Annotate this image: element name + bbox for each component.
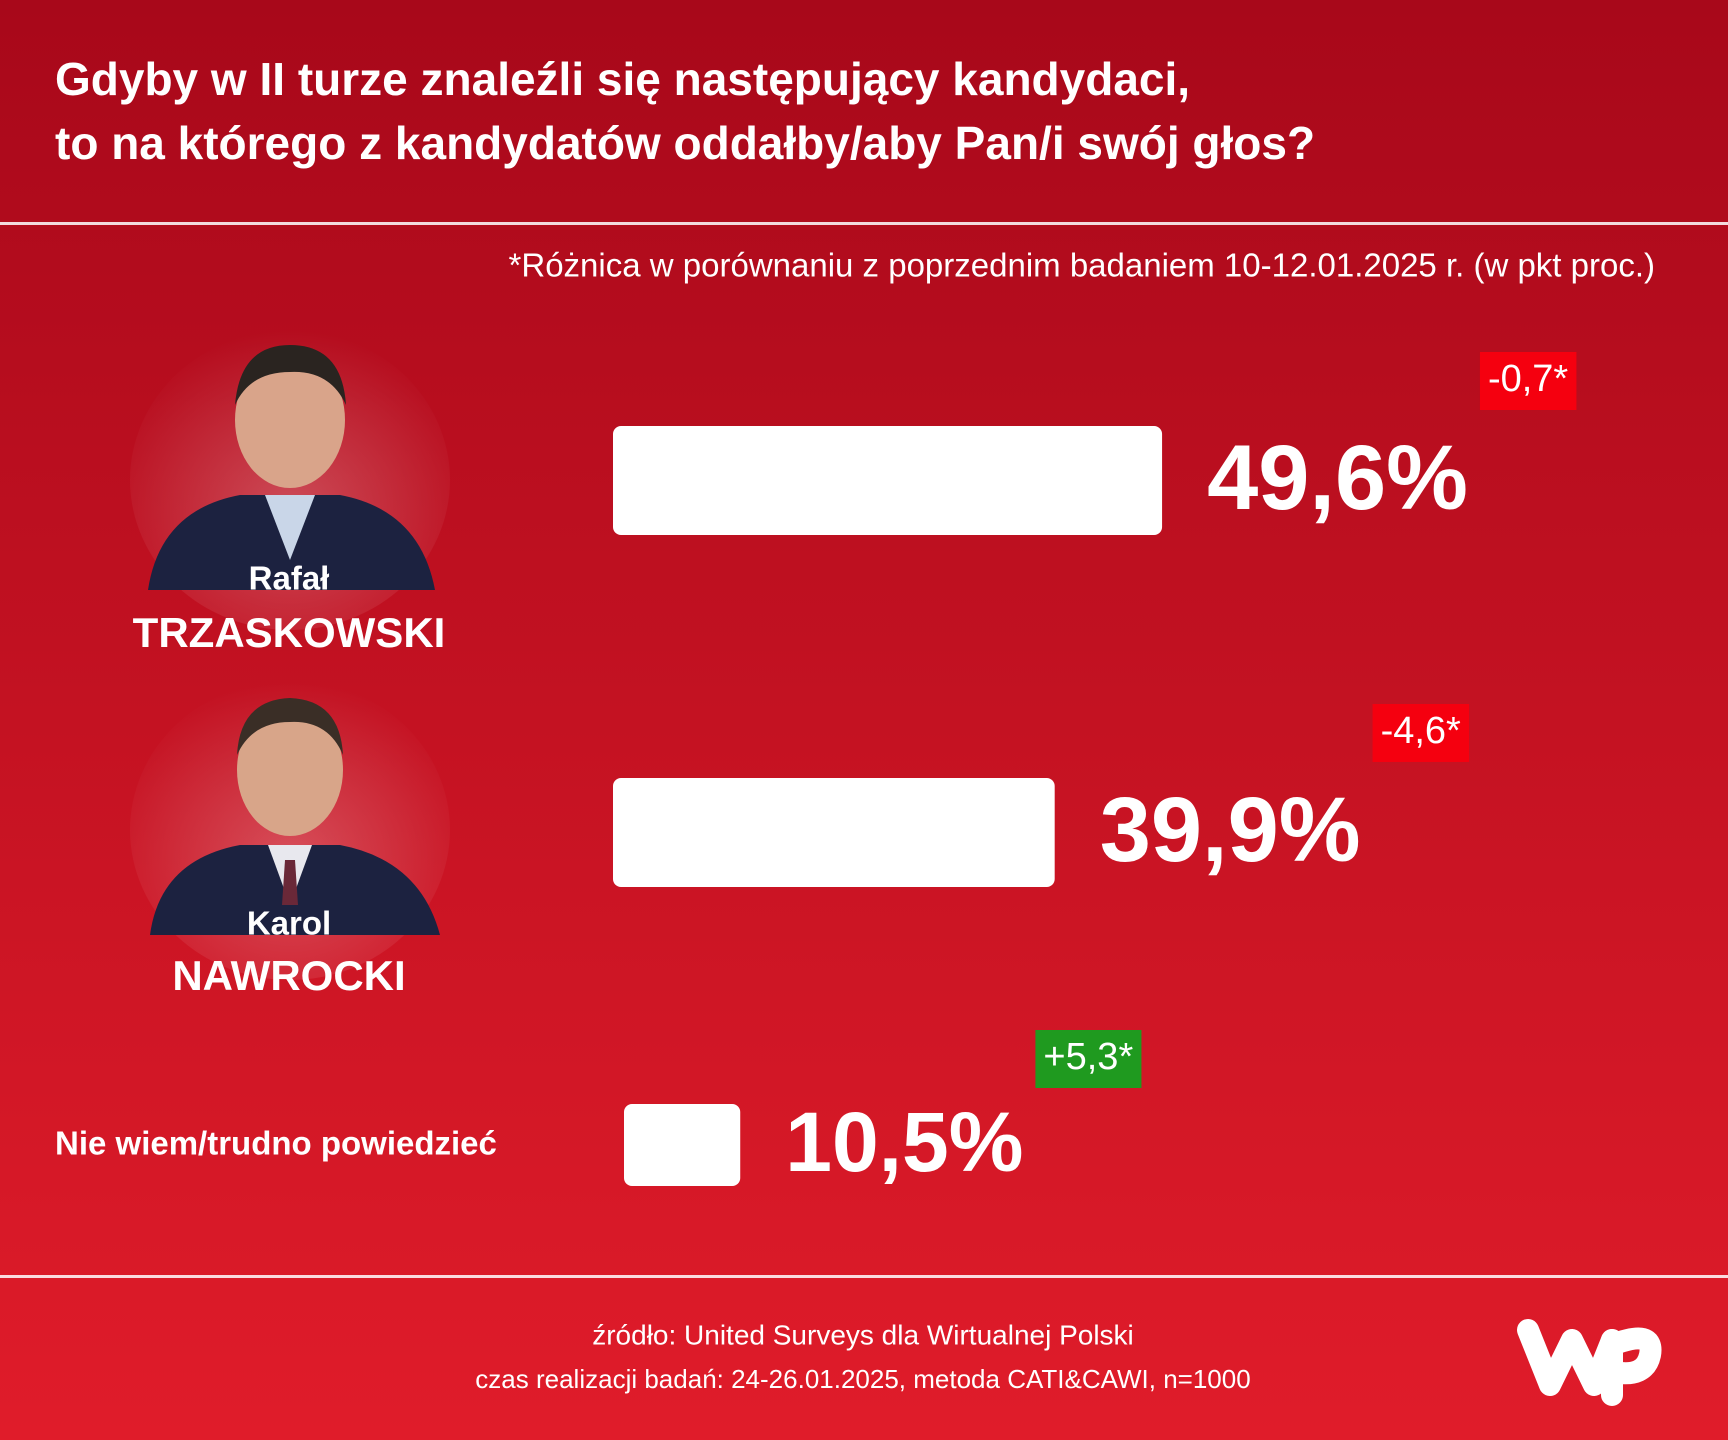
bar — [624, 1104, 741, 1186]
category-label: NAWROCKI — [172, 952, 405, 999]
change-badge: +5,3* — [1035, 1030, 1142, 1088]
divider — [0, 1275, 1728, 1278]
title-line: Gdyby w II turze znaleźli się następując… — [55, 53, 1190, 105]
bar — [613, 426, 1163, 535]
category-label: Rafał — [249, 560, 330, 597]
change-box — [1035, 1030, 1142, 1088]
source: czas realizacji badań: 24-26.01.2025, me… — [475, 1364, 1250, 1394]
portrait — [130, 330, 450, 630]
change-badge: -0,7* — [1479, 352, 1577, 410]
divider — [0, 222, 1728, 225]
category-label: Karol — [247, 905, 331, 942]
bar — [613, 778, 1055, 887]
value-label: 39,9% — [1100, 779, 1361, 881]
change-label: +5,3* — [1043, 1036, 1133, 1078]
change-box — [1372, 704, 1470, 762]
change-label: -4,6* — [1381, 710, 1461, 752]
value-label: 49,6% — [1207, 427, 1468, 529]
value-label: 10,5% — [785, 1095, 1023, 1189]
portrait — [130, 680, 450, 980]
category-label: Nie wiem/trudno powiedzieć — [55, 1125, 497, 1162]
change-label: -0,7* — [1488, 358, 1568, 400]
title-line: to na którego z kandydatów oddałby/aby P… — [55, 117, 1315, 169]
source: źródło: United Surveys dla Wirtualnej Po… — [592, 1319, 1134, 1350]
change-badge: -4,6* — [1372, 704, 1470, 762]
logo — [1517, 1319, 1662, 1406]
category-label: TRZASKOWSKI — [133, 609, 446, 656]
change-box — [1479, 352, 1577, 410]
note: *Różnica w porównaniu z poprzednim badan… — [509, 247, 1655, 284]
